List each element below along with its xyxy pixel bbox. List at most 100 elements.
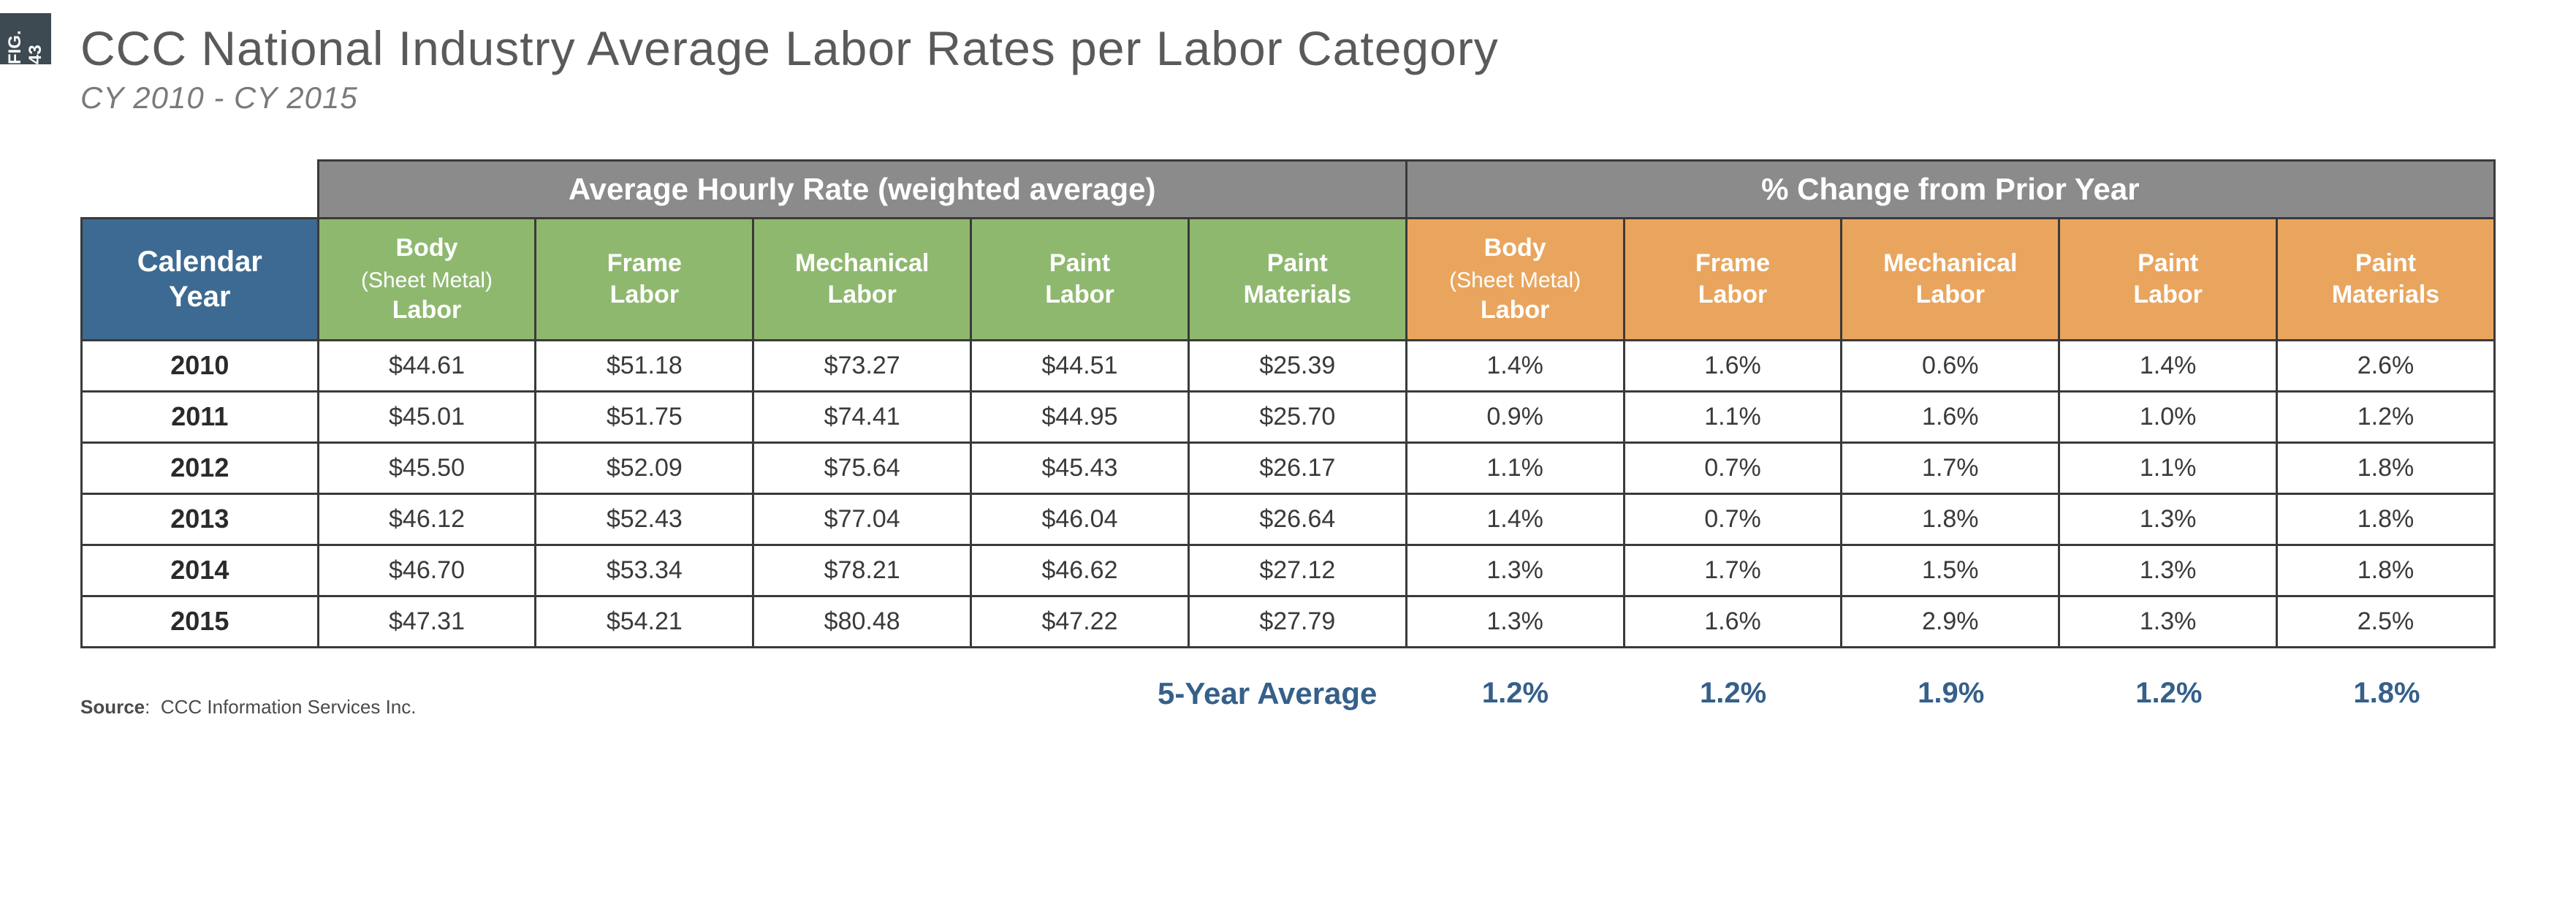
rate-header-2: MechanicalLabor	[753, 219, 971, 341]
rate-cell: $44.51	[971, 340, 1189, 391]
rate-cell: $27.12	[1188, 545, 1406, 596]
pct-cell: 1.8%	[1842, 493, 2059, 545]
pct-cell: 0.7%	[1624, 442, 1842, 493]
source-value: CCC Information Services Inc.	[161, 696, 417, 718]
pct-header-0: Body(Sheet Metal)Labor	[1406, 219, 1624, 341]
pct-header-2: MechanicalLabor	[1842, 219, 2059, 341]
rate-cell: $52.09	[536, 442, 753, 493]
table-row: 2014$46.70$53.34$78.21$46.62$27.121.3%1.…	[82, 545, 2495, 596]
rate-cell: $51.75	[536, 391, 753, 442]
year-cell: 2013	[82, 493, 319, 545]
pct-cell: 1.4%	[2059, 340, 2277, 391]
group-header-pct: % Change from Prior Year	[1406, 161, 2494, 219]
calendar-year-header: CalendarYear	[82, 219, 319, 341]
pct-cell: 0.9%	[1406, 391, 1624, 442]
rate-cell: $45.50	[318, 442, 536, 493]
page-title: CCC National Industry Average Labor Rate…	[80, 20, 2496, 76]
rate-header-3: PaintLabor	[971, 219, 1189, 341]
pct-cell: 1.6%	[1624, 340, 1842, 391]
pct-cell: 1.7%	[1842, 442, 2059, 493]
rate-cell: $77.04	[753, 493, 971, 545]
rate-cell: $75.64	[753, 442, 971, 493]
rate-cell: $44.95	[971, 391, 1189, 442]
rate-cell: $45.43	[971, 442, 1189, 493]
pct-cell: 1.8%	[2277, 493, 2495, 545]
avg-val-2: 1.9%	[1842, 667, 2060, 720]
pct-cell: 1.3%	[2059, 596, 2277, 647]
pct-cell: 1.3%	[2059, 545, 2277, 596]
rate-cell: $47.22	[971, 596, 1189, 647]
rate-cell: $46.62	[971, 545, 1189, 596]
table-row: 2012$45.50$52.09$75.64$45.43$26.171.1%0.…	[82, 442, 2495, 493]
pct-cell: 1.1%	[1406, 442, 1624, 493]
pct-cell: 1.3%	[2059, 493, 2277, 545]
pct-header-4: PaintMaterials	[2277, 219, 2495, 341]
pct-cell: 2.5%	[2277, 596, 2495, 647]
rate-cell: $27.79	[1188, 596, 1406, 647]
pct-cell: 1.3%	[1406, 596, 1624, 647]
source-label: Source	[80, 696, 145, 718]
corner-empty	[82, 161, 319, 219]
rate-header-4: PaintMaterials	[1188, 219, 1406, 341]
table-row: 2011$45.01$51.75$74.41$44.95$25.700.9%1.…	[82, 391, 2495, 442]
rate-cell: $51.18	[536, 340, 753, 391]
avg-val-1: 1.2%	[1625, 667, 1842, 720]
pct-cell: 1.8%	[2277, 442, 2495, 493]
rate-header-1: FrameLabor	[536, 219, 753, 341]
pct-cell: 0.6%	[1842, 340, 2059, 391]
rate-cell: $25.39	[1188, 340, 1406, 391]
rate-header-0: Body(Sheet Metal)Labor	[318, 219, 536, 341]
rate-cell: $45.01	[318, 391, 536, 442]
avg-val-4: 1.8%	[2278, 667, 2496, 720]
year-cell: 2014	[82, 545, 319, 596]
year-cell: 2011	[82, 391, 319, 442]
rate-cell: $26.17	[1188, 442, 1406, 493]
rate-cell: $54.21	[536, 596, 753, 647]
pct-cell: 0.7%	[1624, 493, 1842, 545]
calendar-year-label: CalendarYear	[137, 246, 262, 313]
page-container: FIG. 43 CCC National Industry Average La…	[0, 0, 2576, 921]
group-header-rate: Average Hourly Rate (weighted average)	[318, 161, 1406, 219]
rate-cell: $46.04	[971, 493, 1189, 545]
rate-cell: $47.31	[318, 596, 536, 647]
footer-table: Source: CCC Information Services Inc. 5-…	[80, 667, 2496, 720]
rate-cell: $78.21	[753, 545, 971, 596]
pct-cell: 1.4%	[1406, 340, 1624, 391]
rate-cell: $44.61	[318, 340, 536, 391]
pct-cell: 1.1%	[1624, 391, 1842, 442]
table-row: 2015$47.31$54.21$80.48$47.22$27.791.3%1.…	[82, 596, 2495, 647]
rate-cell: $46.12	[318, 493, 536, 545]
pct-cell: 1.6%	[1842, 391, 2059, 442]
year-cell: 2015	[82, 596, 319, 647]
pct-cell: 1.5%	[1842, 545, 2059, 596]
table-row: 2013$46.12$52.43$77.04$46.04$26.641.4%0.…	[82, 493, 2495, 545]
pct-cell: 1.2%	[2277, 391, 2495, 442]
pct-cell: 1.8%	[2277, 545, 2495, 596]
pct-cell: 1.3%	[1406, 545, 1624, 596]
rate-cell: $26.64	[1188, 493, 1406, 545]
pct-header-1: FrameLabor	[1624, 219, 1842, 341]
column-header-row: CalendarYear Body(Sheet Metal)LaborFrame…	[82, 219, 2495, 341]
rate-cell: $80.48	[753, 596, 971, 647]
table-body: 2010$44.61$51.18$73.27$44.51$25.391.4%1.…	[82, 340, 2495, 647]
pct-header-3: PaintLabor	[2059, 219, 2277, 341]
page-subtitle: CY 2010 - CY 2015	[80, 80, 2496, 115]
labor-rates-table: Average Hourly Rate (weighted average) %…	[80, 159, 2496, 648]
pct-cell: 2.6%	[2277, 340, 2495, 391]
group-header-row: Average Hourly Rate (weighted average) %…	[82, 161, 2495, 219]
rate-cell: $52.43	[536, 493, 753, 545]
rate-cell: $25.70	[1188, 391, 1406, 442]
pct-cell: 1.0%	[2059, 391, 2277, 442]
year-cell: 2012	[82, 442, 319, 493]
rate-cell: $46.70	[318, 545, 536, 596]
pct-cell: 1.7%	[1624, 545, 1842, 596]
figure-tab: FIG. 43	[0, 13, 51, 64]
rate-cell: $74.41	[753, 391, 971, 442]
avg-val-0: 1.2%	[1406, 667, 1624, 720]
rate-cell: $53.34	[536, 545, 753, 596]
source-text: Source: CCC Information Services Inc.	[80, 696, 417, 718]
pct-cell: 1.6%	[1624, 596, 1842, 647]
rate-cell: $73.27	[753, 340, 971, 391]
pct-cell: 1.1%	[2059, 442, 2277, 493]
pct-cell: 1.4%	[1406, 493, 1624, 545]
